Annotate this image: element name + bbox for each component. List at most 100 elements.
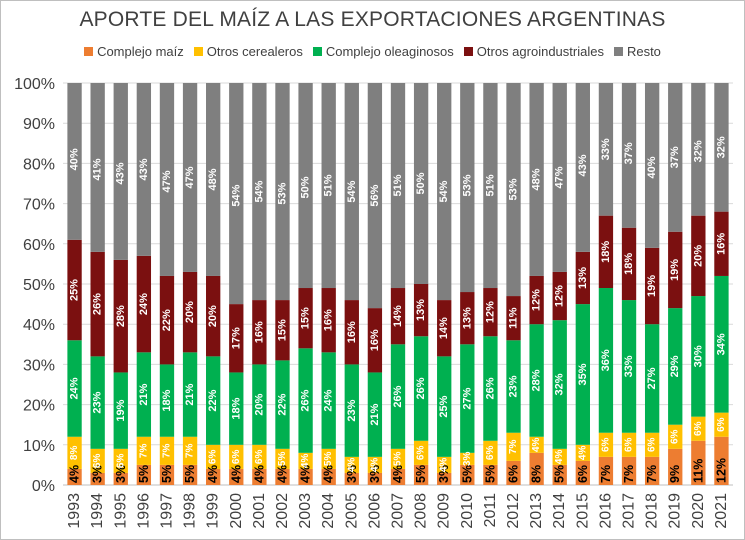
x-tick-label: 2008 bbox=[413, 493, 430, 529]
bar-segment-complejo-oleaginosos bbox=[275, 360, 290, 449]
bar-segment-complejo-maiz bbox=[252, 468, 267, 485]
x-tick-label: 2010 bbox=[459, 493, 476, 529]
legend-label-otros-cerealeros: Otros cerealeros bbox=[206, 44, 303, 59]
x-tick-label: 2017 bbox=[621, 493, 638, 529]
bar-segment-complejo-maiz bbox=[113, 472, 128, 485]
legend-item-otros-agroindustriales: Otros agroindustriales bbox=[463, 44, 604, 59]
bar-segment-complejo-oleaginosos bbox=[575, 304, 590, 445]
bar-segment-otros-cerealeros bbox=[90, 448, 105, 473]
bar-segment-complejo-oleaginosos bbox=[437, 356, 452, 457]
data-label-otros-agroindustriales: 18% bbox=[600, 241, 612, 263]
data-label-otros-cerealeros: 6% bbox=[624, 437, 635, 452]
data-label-complejo-maiz: 7% bbox=[645, 465, 659, 483]
data-label-otros-agroindustriales: 16% bbox=[715, 233, 727, 255]
data-label-otros-agroindustriales: 13% bbox=[577, 267, 589, 289]
data-label-otros-cerealeros: 4% bbox=[531, 437, 542, 452]
bar-segment-complejo-maiz bbox=[413, 464, 429, 485]
bar-segment-otros-cerealeros bbox=[413, 440, 429, 465]
bar-segment-otros-cerealeros bbox=[460, 452, 475, 465]
data-label-complejo-maiz: 5% bbox=[483, 465, 497, 483]
x-tick-label: 1998 bbox=[182, 493, 199, 529]
x-tick-label: 2007 bbox=[390, 493, 407, 529]
data-label-complejo-maiz: 12% bbox=[714, 458, 728, 483]
data-label-resto: 48% bbox=[207, 168, 219, 190]
data-label-complejo-oleaginosos: 26% bbox=[392, 385, 404, 407]
data-label-otros-cerealeros: 6% bbox=[416, 446, 427, 461]
bar-segment-otros-cerealeros bbox=[668, 424, 683, 449]
x-tick-label: 1993 bbox=[66, 493, 83, 529]
data-label-otros-agroindustriales: 25% bbox=[69, 279, 81, 301]
data-label-otros-agroindustriales: 15% bbox=[276, 319, 288, 341]
bar-segment-complejo-maiz bbox=[506, 460, 521, 485]
data-label-otros-agroindustriales: 13% bbox=[415, 299, 427, 321]
data-label-resto: 40% bbox=[646, 156, 658, 178]
bar-segment-otros-cerealeros bbox=[390, 448, 406, 469]
bar-segment-resto bbox=[136, 83, 152, 256]
data-label-otros-cerealeros: 6% bbox=[231, 450, 242, 465]
legend-swatch-complejo-maiz bbox=[84, 47, 94, 56]
data-label-resto: 54% bbox=[438, 180, 450, 202]
bar-segment-complejo-maiz bbox=[321, 468, 336, 485]
data-label-otros-agroindustriales: 15% bbox=[300, 307, 312, 329]
y-tick-label: 60% bbox=[23, 237, 55, 254]
bar-segment-otros-agroindustriales bbox=[90, 251, 105, 357]
bar-segment-otros-agroindustriales bbox=[367, 308, 383, 373]
data-label-resto: 54% bbox=[253, 180, 265, 202]
data-label-complejo-maiz: 4% bbox=[252, 465, 266, 483]
data-label-complejo-oleaginosos: 20% bbox=[253, 393, 265, 415]
x-tick-label: 2020 bbox=[690, 493, 707, 529]
data-label-complejo-maiz: 5% bbox=[137, 465, 151, 483]
x-tick-label: 2014 bbox=[551, 493, 568, 529]
data-label-otros-cerealeros: 4% bbox=[577, 446, 588, 461]
bar-segment-otros-agroindustriales bbox=[413, 284, 429, 337]
data-label-otros-agroindustriales: 12% bbox=[484, 301, 496, 323]
bar-segment-otros-agroindustriales bbox=[229, 304, 244, 373]
x-tick-label: 1995 bbox=[112, 493, 129, 529]
data-label-resto: 50% bbox=[415, 172, 427, 194]
legend-swatch-otros-agroindustriales bbox=[463, 47, 473, 56]
data-label-otros-cerealeros: 6% bbox=[115, 454, 126, 469]
bar-segment-complejo-maiz bbox=[644, 456, 660, 485]
bar-segment-otros-cerealeros bbox=[182, 436, 198, 465]
bar-segment-otros-cerealeros bbox=[691, 416, 706, 441]
data-label-complejo-maiz: 4% bbox=[68, 465, 82, 483]
data-label-complejo-oleaginosos: 32% bbox=[554, 373, 566, 395]
bar-segment-otros-agroindustriales bbox=[159, 275, 175, 365]
y-tick-label: 80% bbox=[23, 156, 55, 173]
data-label-complejo-oleaginosos: 26% bbox=[300, 389, 312, 411]
data-label-otros-cerealeros: 5% bbox=[393, 452, 404, 467]
data-label-otros-cerealeros: 6% bbox=[208, 450, 219, 465]
bar-segment-otros-agroindustriales bbox=[298, 288, 313, 349]
y-tick-label: 90% bbox=[23, 116, 55, 133]
bar-segment-complejo-oleaginosos bbox=[113, 372, 128, 449]
bar-segment-complejo-oleaginosos bbox=[298, 348, 313, 453]
data-label-complejo-oleaginosos: 24% bbox=[323, 389, 335, 411]
data-label-complejo-oleaginosos: 18% bbox=[161, 389, 173, 411]
data-label-complejo-maiz: 5% bbox=[183, 465, 197, 483]
data-label-otros-cerealeros: 6% bbox=[485, 446, 496, 461]
data-label-otros-agroindustriales: 16% bbox=[346, 321, 358, 343]
bar-segment-complejo-maiz bbox=[298, 468, 313, 485]
legend-label-complejo-maiz: Complejo maíz bbox=[97, 44, 184, 59]
data-label-complejo-oleaginosos: 27% bbox=[646, 367, 658, 389]
bar-segment-otros-cerealeros bbox=[275, 448, 290, 469]
bar-segment-resto bbox=[90, 83, 105, 252]
data-label-resto: 43% bbox=[577, 154, 589, 176]
data-label-complejo-maiz: 11% bbox=[691, 459, 705, 483]
data-label-otros-cerealeros: 7% bbox=[138, 443, 149, 458]
bar-segment-complejo-maiz bbox=[90, 472, 105, 485]
x-tick-label: 2009 bbox=[436, 493, 453, 529]
bar-segment-complejo-maiz bbox=[182, 464, 198, 485]
legend-item-complejo-oleaginosos: Complejo oleaginosos bbox=[312, 44, 454, 59]
data-label-otros-agroindustriales: 19% bbox=[669, 259, 681, 281]
data-label-complejo-oleaginosos: 22% bbox=[276, 393, 288, 415]
data-label-otros-agroindustriales: 26% bbox=[92, 293, 104, 315]
bar-segment-otros-cerealeros bbox=[575, 444, 590, 461]
data-label-otros-agroindustriales: 16% bbox=[323, 309, 335, 331]
data-label-resto: 54% bbox=[230, 184, 242, 206]
data-label-complejo-oleaginosos: 25% bbox=[438, 395, 450, 417]
data-label-complejo-maiz: 5% bbox=[414, 465, 428, 483]
bar-segment-resto bbox=[367, 83, 383, 309]
bar-segment-complejo-maiz bbox=[67, 468, 82, 485]
data-label-complejo-oleaginosos: 23% bbox=[346, 399, 358, 421]
